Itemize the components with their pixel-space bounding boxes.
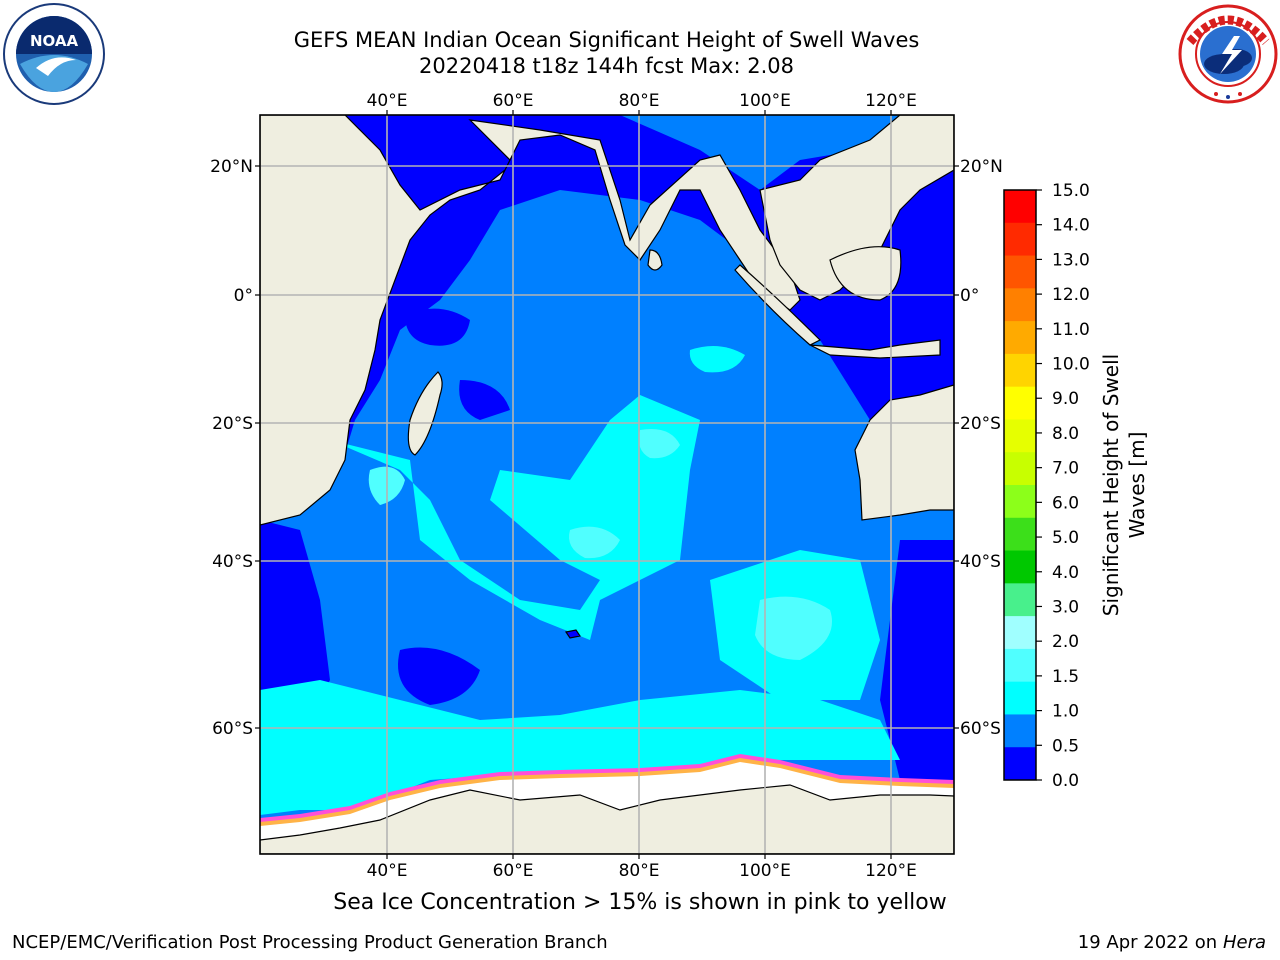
lat-label-right: 60°S bbox=[960, 719, 1001, 739]
lat-label-right: 20°N bbox=[960, 157, 1003, 177]
colorbar-swatch bbox=[1004, 353, 1036, 388]
colorbar-label: 10.0 bbox=[1052, 355, 1090, 375]
chart-subtitle: 20220418 t18z 144h fcst Max: 2.08 bbox=[419, 54, 794, 78]
colorbar-label: 3.0 bbox=[1052, 597, 1079, 617]
colorbar-title: Significant Height of Swell Waves [m] bbox=[1099, 353, 1149, 617]
lat-label-left: 0° bbox=[234, 286, 253, 306]
colorbar-label: 11.0 bbox=[1052, 320, 1090, 340]
colorbar-swatch bbox=[1004, 419, 1036, 453]
colorbar-swatch bbox=[1004, 583, 1036, 617]
colorbar-label: 4.0 bbox=[1052, 563, 1079, 583]
colorbar-swatch bbox=[1004, 190, 1036, 224]
lon-label-top: 40°E bbox=[367, 91, 408, 111]
colorbar: 15.0 14.0 13.0 12.0 11.0 10.0 9.0 8.0 7.0 6.0 5.0 4… bbox=[1003, 181, 1090, 791]
colorbar-swatch bbox=[1004, 616, 1036, 650]
colorbar-label: 15.0 bbox=[1052, 181, 1090, 201]
colorbar-swatch bbox=[1004, 255, 1036, 289]
colorbar-label: 9.0 bbox=[1052, 389, 1079, 409]
colorbar-swatch bbox=[1004, 321, 1036, 355]
footer-credit: NCEP/EMC/Verification Post Processing Pr… bbox=[12, 932, 608, 953]
colorbar-label: 0.0 bbox=[1052, 771, 1079, 791]
colorbar-label: 6.0 bbox=[1052, 493, 1079, 513]
colorbar-label: 8.0 bbox=[1052, 424, 1079, 444]
lat-label-right: 20°S bbox=[960, 414, 1001, 434]
colorbar-swatch bbox=[1004, 681, 1036, 715]
noaa-logo-text: NOAA bbox=[30, 32, 79, 50]
map-frame bbox=[259, 114, 955, 855]
colorbar-label: 0.5 bbox=[1052, 736, 1079, 756]
colorbar-label: 5.0 bbox=[1052, 528, 1079, 548]
colorbar-label: 1.0 bbox=[1052, 702, 1079, 722]
colorbar-swatch bbox=[1004, 747, 1036, 781]
colorbar-label: 12.0 bbox=[1052, 285, 1090, 305]
lat-label-right: 40°S bbox=[960, 552, 1001, 572]
colorbar-label: 2.0 bbox=[1052, 632, 1079, 652]
swell-1.5-2.0-regions bbox=[368, 429, 832, 660]
lon-label-top: 120°E bbox=[865, 91, 917, 111]
colorbar-swatch bbox=[1004, 517, 1036, 552]
lon-label-top: 60°E bbox=[493, 91, 534, 111]
lon-label-bottom: 100°E bbox=[739, 861, 791, 881]
lon-label-bottom: 40°E bbox=[367, 861, 408, 881]
colorbar-swatch bbox=[1004, 386, 1036, 420]
lat-label-left: 20°N bbox=[210, 157, 253, 177]
lon-label-bottom: 60°E bbox=[493, 861, 534, 881]
lat-label-right: 0° bbox=[960, 286, 979, 306]
colorbar-swatch bbox=[1004, 222, 1036, 257]
nws-logo bbox=[1178, 4, 1278, 104]
colorbar-label: 13.0 bbox=[1052, 250, 1090, 270]
map-plot-area bbox=[260, 115, 954, 854]
tick-marks bbox=[255, 110, 959, 859]
colorbar-label: 14.0 bbox=[1052, 216, 1090, 236]
colorbar-swatch bbox=[1004, 452, 1036, 486]
footer-date: 19 Apr 2022 on Hera bbox=[1078, 932, 1266, 953]
colorbar-swatch bbox=[1004, 648, 1036, 683]
colorbar-swatch bbox=[1004, 714, 1036, 748]
colorbar-label: 7.0 bbox=[1052, 459, 1079, 479]
graticule bbox=[260, 115, 954, 854]
lon-label-bottom: 80°E bbox=[619, 861, 660, 881]
colorbar-swatch bbox=[1004, 485, 1036, 519]
noaa-logo: NOAA bbox=[3, 3, 105, 105]
lat-label-left: 60°S bbox=[212, 719, 253, 739]
lon-label-bottom: 120°E bbox=[865, 861, 917, 881]
colorbar-swatch bbox=[1004, 288, 1036, 322]
colorbar-swatch bbox=[1004, 550, 1036, 584]
footer-host: Hera bbox=[1222, 932, 1266, 953]
footer-date-text: 19 Apr 2022 on bbox=[1077, 932, 1223, 953]
colorbar-frame bbox=[1003, 189, 1037, 781]
lon-label-top: 80°E bbox=[619, 91, 660, 111]
lat-label-left: 40°S bbox=[212, 552, 253, 572]
chart-title: GEFS MEAN Indian Ocean Significant Heigh… bbox=[293, 28, 920, 52]
land-masses bbox=[260, 115, 954, 854]
lon-label-top: 100°E bbox=[739, 91, 791, 111]
colorbar-label: 1.5 bbox=[1052, 667, 1079, 687]
sea-ice-note: Sea Ice Concentration > 15% is shown in … bbox=[333, 890, 947, 915]
lat-label-left: 20°S bbox=[212, 414, 253, 434]
